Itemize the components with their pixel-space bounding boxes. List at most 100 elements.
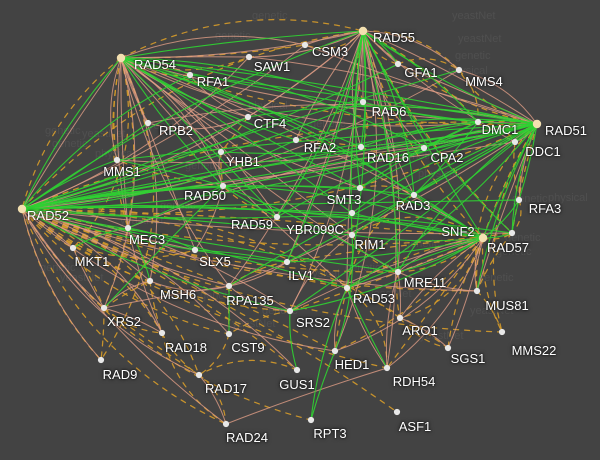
edge-physical bbox=[286, 30, 364, 263]
graph-node[interactable] bbox=[219, 182, 227, 190]
graph-node[interactable] bbox=[245, 53, 253, 61]
edge-physical bbox=[21, 123, 538, 210]
graph-node[interactable] bbox=[515, 196, 523, 204]
edge-physical bbox=[362, 30, 399, 273]
graph-node[interactable] bbox=[307, 416, 315, 424]
graph-node[interactable] bbox=[508, 229, 516, 237]
edge-physical bbox=[21, 208, 353, 236]
graph-node[interactable] bbox=[393, 408, 401, 416]
edge-physical bbox=[21, 122, 149, 210]
graph-node[interactable] bbox=[455, 66, 463, 74]
edge-physical bbox=[120, 57, 278, 218]
graph-node[interactable] bbox=[17, 204, 27, 214]
graph-node[interactable] bbox=[331, 347, 339, 355]
edge-physical bbox=[116, 123, 538, 161]
edge-physical bbox=[194, 249, 288, 263]
edge-yeastnet bbox=[295, 139, 362, 148]
graph-node[interactable] bbox=[225, 330, 233, 338]
graph-node[interactable] bbox=[100, 304, 108, 312]
graph-node[interactable] bbox=[225, 282, 233, 290]
graph-node[interactable] bbox=[186, 71, 194, 79]
edge-physical bbox=[350, 30, 364, 236]
edge-yeastnet bbox=[362, 30, 513, 234]
edge-physical bbox=[222, 123, 538, 187]
edge-physical bbox=[120, 57, 362, 148]
graph-node[interactable] bbox=[124, 224, 132, 232]
edge-yeastnet bbox=[21, 208, 388, 369]
graph-node[interactable] bbox=[69, 244, 77, 252]
edge-yeastnet bbox=[100, 307, 105, 361]
graph-node[interactable] bbox=[292, 136, 300, 144]
graph-node[interactable] bbox=[356, 184, 364, 192]
edge-physical bbox=[21, 57, 122, 210]
graph-node[interactable] bbox=[273, 213, 281, 221]
edge-physical bbox=[310, 350, 336, 421]
edge-yeastnet bbox=[103, 57, 135, 309]
graph-node[interactable] bbox=[358, 26, 368, 36]
graph-node[interactable] bbox=[301, 41, 309, 49]
graph-node[interactable] bbox=[348, 231, 356, 239]
edge-yeastnet bbox=[476, 232, 513, 292]
edge-physical bbox=[21, 101, 364, 210]
graph-node[interactable] bbox=[394, 60, 402, 68]
graph-node[interactable] bbox=[286, 307, 294, 315]
edge-physical bbox=[21, 208, 348, 289]
edge-genetic bbox=[399, 317, 449, 349]
edge-yeastnet bbox=[476, 290, 503, 333]
graph-node[interactable] bbox=[359, 98, 367, 106]
edge-genetic bbox=[228, 123, 538, 287]
edge-genetic bbox=[21, 208, 336, 352]
graph-node[interactable] bbox=[146, 277, 154, 285]
graph-node[interactable] bbox=[410, 191, 418, 199]
graph-node[interactable] bbox=[478, 233, 488, 243]
edge-physical bbox=[103, 185, 224, 309]
graph-node[interactable] bbox=[357, 143, 365, 151]
graph-node[interactable] bbox=[532, 119, 542, 129]
graph-node[interactable] bbox=[222, 420, 230, 428]
edge-genetic bbox=[334, 30, 378, 352]
graph-node[interactable] bbox=[420, 144, 428, 152]
edge-yeastnet bbox=[513, 141, 520, 201]
edge-physical bbox=[120, 57, 415, 196]
graph-node[interactable] bbox=[348, 209, 356, 217]
edge-genetic bbox=[149, 280, 230, 291]
graph-node[interactable] bbox=[158, 329, 166, 337]
edge-physical bbox=[21, 63, 399, 210]
edge-yeastnet bbox=[103, 280, 151, 309]
graph-node[interactable] bbox=[283, 258, 291, 266]
graph-node[interactable] bbox=[195, 371, 203, 379]
graph-node[interactable] bbox=[474, 118, 482, 126]
edge-genetic bbox=[362, 30, 460, 71]
graph-node[interactable] bbox=[498, 328, 506, 336]
edge-genetic bbox=[399, 237, 484, 319]
graph-node[interactable] bbox=[97, 356, 105, 364]
edge-yeastnet bbox=[397, 237, 484, 273]
graph-node[interactable] bbox=[116, 53, 126, 63]
graph-node[interactable] bbox=[383, 364, 391, 372]
edge-physical bbox=[120, 57, 484, 239]
edge-physical bbox=[276, 215, 484, 239]
edge-yeastnet bbox=[222, 185, 278, 218]
graph-node[interactable] bbox=[396, 314, 404, 322]
graph-node[interactable] bbox=[293, 366, 301, 374]
graph-node[interactable] bbox=[244, 113, 252, 121]
edge-physical bbox=[120, 57, 364, 103]
graph-node[interactable] bbox=[343, 284, 351, 292]
graph-node[interactable] bbox=[191, 246, 199, 254]
graph-node[interactable] bbox=[511, 138, 519, 146]
graph-node[interactable] bbox=[113, 156, 121, 164]
edge-genetic bbox=[103, 285, 230, 309]
edge-physical bbox=[228, 123, 538, 287]
graph-node[interactable] bbox=[444, 344, 452, 352]
edge-yeastnet bbox=[334, 287, 348, 352]
node-layer[interactable] bbox=[17, 26, 542, 428]
graph-node[interactable] bbox=[473, 287, 481, 295]
edge-physical bbox=[289, 310, 298, 371]
edge-genetic bbox=[397, 271, 478, 292]
edge-genetic bbox=[198, 374, 227, 425]
graph-node[interactable] bbox=[217, 148, 225, 156]
graph-node[interactable] bbox=[394, 268, 402, 276]
graph-node[interactable] bbox=[144, 119, 152, 127]
edge-genetic bbox=[120, 57, 230, 287]
